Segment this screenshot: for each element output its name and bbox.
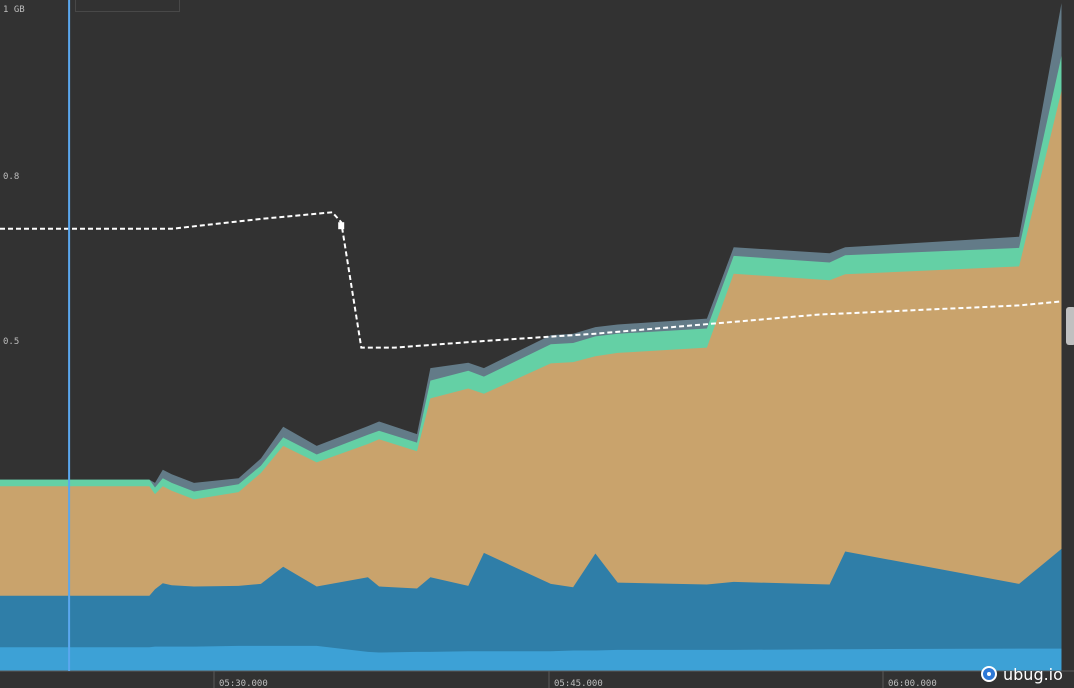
- stacked-areas: [0, 3, 1062, 672]
- watermark: ubug.io: [981, 662, 1063, 686]
- legend-tab[interactable]: [75, 0, 180, 12]
- y-tick-label: 0.5: [3, 337, 19, 347]
- bottom-area: [0, 645, 1062, 671]
- ubug-logo-icon: [981, 666, 997, 682]
- dashed-memory-line: [0, 211, 1062, 349]
- x-tick-label: 05:45.000: [554, 679, 603, 688]
- dashed-line-layer: [0, 211, 1062, 349]
- gc-marker-icon: [338, 222, 345, 230]
- axes: 1 GB 0.8 0.5 05:30.000 05:45.000 06:00.0…: [0, 5, 1074, 688]
- blue-area: [0, 548, 1062, 671]
- y-tick-label: 1 GB: [3, 5, 25, 15]
- y-tick-label: 0.8: [3, 172, 19, 182]
- watermark-text: ubug.io: [1003, 664, 1063, 684]
- scroll-handle[interactable]: [1066, 307, 1074, 345]
- x-tick-label: 05:30.000: [219, 679, 268, 688]
- x-tick-label: 06:00.000: [888, 679, 937, 688]
- tan-area: [0, 90, 1062, 671]
